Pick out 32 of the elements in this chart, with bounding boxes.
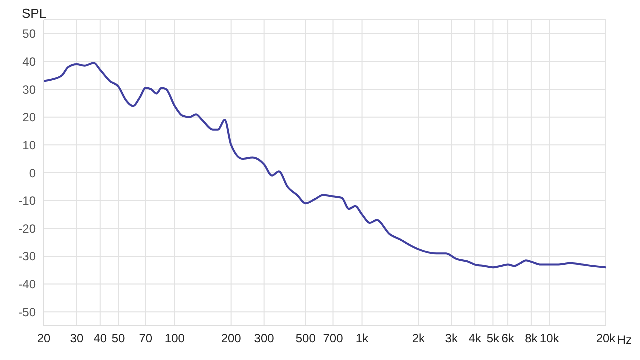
x-tick-label: 70: [139, 332, 153, 346]
y-tick-label: -20: [18, 222, 36, 236]
y-tick-label: 30: [22, 82, 36, 97]
y-tick-label: -30: [18, 250, 36, 264]
x-tick-label: 2k: [412, 332, 426, 346]
y-tick-label: 10: [22, 138, 36, 152]
y-tick-label: -50: [18, 305, 36, 320]
x-tick-label: 500: [296, 332, 316, 346]
x-tick-label: 1k: [356, 332, 370, 346]
x-tick-label: 50: [112, 332, 126, 346]
y-tick-label: -10: [18, 194, 36, 208]
x-tick-label: 100: [164, 332, 186, 346]
x-tick-label: 5k: [486, 332, 501, 346]
y-tick-label: 0: [29, 166, 36, 180]
x-tick-label: 8k: [525, 332, 539, 346]
x-tick-label: 4k: [468, 332, 482, 346]
x-tick-label: 20k: [596, 332, 617, 346]
x-tick-label: 700: [323, 332, 344, 346]
x-tick-label: 10k: [540, 332, 560, 346]
x-tick-label: 6k: [502, 332, 516, 346]
x-tick-label: 40: [94, 332, 108, 346]
x-tick-label: 300: [254, 332, 275, 346]
y-axis-title: SPL: [22, 6, 47, 21]
y-tick-label: 20: [22, 110, 36, 125]
x-tick-label: 3k: [445, 332, 459, 346]
y-tick-label: -40: [18, 278, 36, 292]
x-tick-label: 200: [221, 332, 242, 346]
x-axis-title: Hz: [617, 333, 632, 347]
x-tick-label: 30: [70, 332, 84, 346]
y-tick-label: 50: [22, 27, 36, 42]
x-tick-label: 20: [37, 332, 51, 346]
y-tick-label: 40: [22, 54, 36, 69]
